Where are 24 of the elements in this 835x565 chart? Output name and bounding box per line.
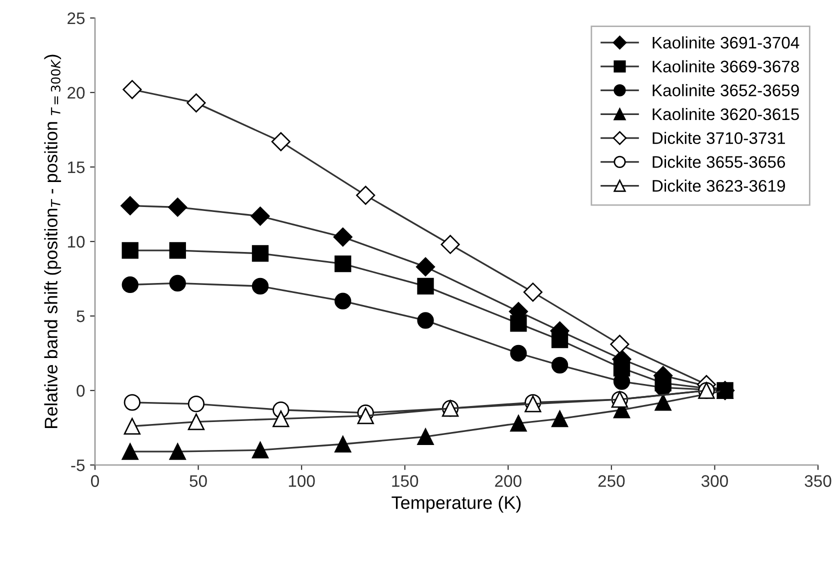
y-axis-title: Relative band shift (position$_{T}$ - position $_{T=300K}$) xyxy=(44,54,62,428)
legend-label: Kaolinite 3691-3704 xyxy=(652,36,800,49)
legend-label: Dickite 3623-3619 xyxy=(652,180,785,192)
y-tick-label: -5 xyxy=(71,460,85,472)
x-tick-label: 50 xyxy=(190,475,207,487)
y-tick-label: 25 xyxy=(68,12,85,24)
y-tick-label: 5 xyxy=(76,310,85,322)
x-tick-label: 200 xyxy=(495,475,522,487)
legend-label: Dickite 3710-3731 xyxy=(652,132,785,144)
y-tick-label: 15 xyxy=(68,162,85,174)
legend-label: Kaolinite 3652-3659 xyxy=(652,84,799,96)
legend-label: Kaolinite 3620-3615 xyxy=(652,108,799,120)
legend-label: Dickite 3655-3656 xyxy=(652,156,786,168)
x-tick-label: 0 xyxy=(91,475,99,487)
y-tick-label: 0 xyxy=(76,384,85,397)
x-tick-label: 100 xyxy=(288,475,315,487)
legend-label: Kaolinite 3669-3678 xyxy=(652,60,799,72)
x-tick-label: 250 xyxy=(598,475,625,487)
x-tick-label: 300 xyxy=(701,475,728,487)
x-tick-label: 150 xyxy=(392,475,418,487)
x-tick-label: 350 xyxy=(804,475,832,487)
y-tick-label: 10 xyxy=(68,236,85,248)
x-axis-title: Temperature (K) xyxy=(392,496,521,513)
y-tick-label: 20 xyxy=(68,86,85,99)
